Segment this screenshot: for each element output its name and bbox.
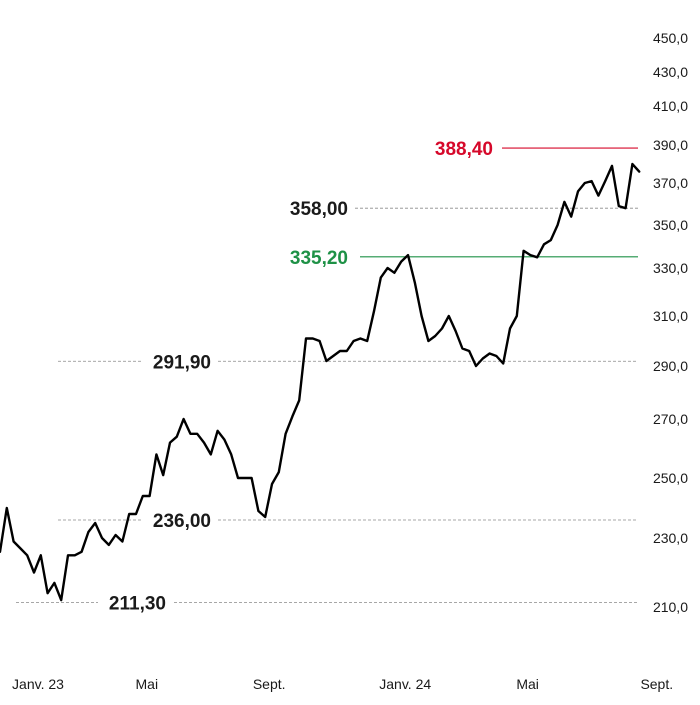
annotation-layer: 388,40 358,00 335,20 291,90 236,00 211,30	[16, 139, 638, 615]
y-tick-label: 270,0	[653, 411, 688, 427]
annotation-label: 358,00	[290, 199, 348, 220]
annotation-label: 236,00	[153, 511, 211, 532]
y-tick-label: 450,0	[653, 30, 688, 46]
y-tick-label: 370,0	[653, 175, 688, 191]
y-tick-label: 290,0	[653, 358, 688, 374]
x-tick-label: Janv. 24	[379, 676, 431, 692]
annotation-label: 388,40	[435, 139, 493, 160]
annotation-label: 291,90	[153, 352, 211, 373]
y-tick-label: 310,0	[653, 308, 688, 324]
y-tick-label: 250,0	[653, 470, 688, 486]
x-tick-label: Sept.	[253, 676, 286, 692]
y-tick-label: 230,0	[653, 530, 688, 546]
y-tick-label: 410,0	[653, 98, 688, 114]
price-series-line	[0, 162, 641, 602]
x-tick-label: Sept.	[640, 676, 673, 692]
y-tick-label: 350,0	[653, 217, 688, 233]
annotation-label: 211,30	[109, 594, 166, 615]
x-tick-label: Mai	[136, 676, 159, 692]
x-tick-label: Mai	[516, 676, 539, 692]
y-tick-label: 430,0	[653, 64, 688, 80]
y-tick-label: 390,0	[653, 137, 688, 153]
series-layer	[0, 162, 641, 602]
x-axis: Janv. 23 Mai Sept. Janv. 24 Mai Sept.	[12, 676, 673, 692]
y-axis: 210,0 230,0 250,0 270,0 290,0 310,0 330,0 350,0…	[653, 30, 688, 615]
x-tick-label: Janv. 23	[12, 676, 64, 692]
y-tick-label: 210,0	[653, 599, 688, 615]
annotation-label: 335,20	[290, 248, 348, 269]
y-tick-label: 330,0	[653, 260, 688, 276]
